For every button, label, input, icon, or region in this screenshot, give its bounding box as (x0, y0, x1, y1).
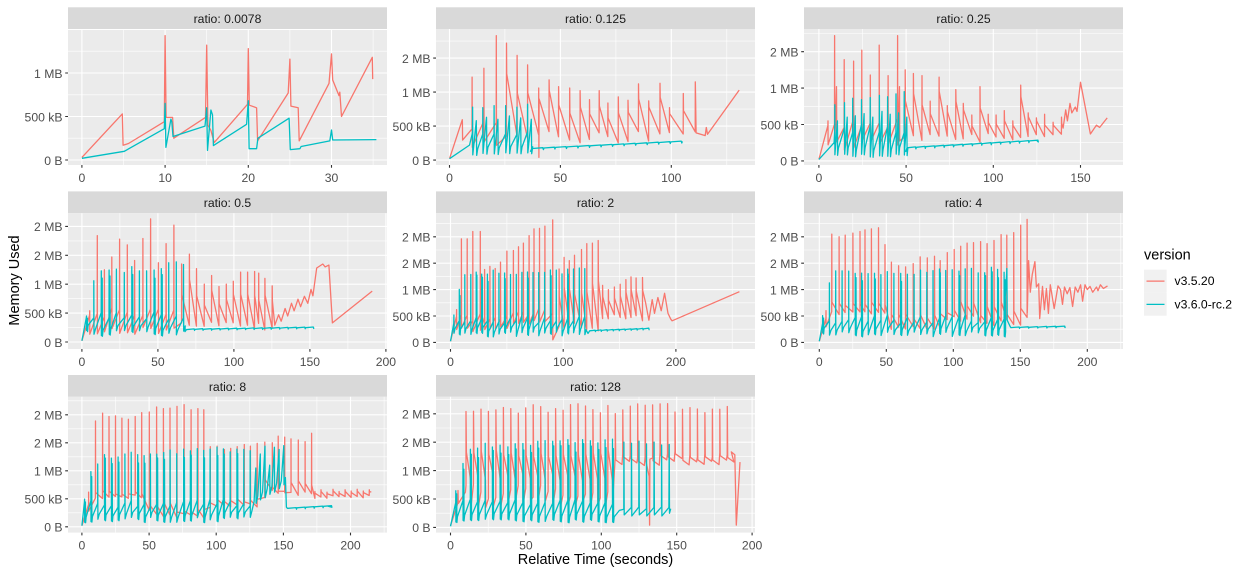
svg-text:2 MB: 2 MB (34, 437, 62, 451)
svg-text:2 MB: 2 MB (402, 436, 430, 450)
svg-text:150: 150 (300, 355, 321, 369)
svg-text:2 MB: 2 MB (402, 408, 430, 422)
svg-text:150: 150 (667, 539, 688, 553)
svg-text:0 B: 0 B (412, 154, 430, 168)
svg-text:100: 100 (983, 171, 1004, 185)
svg-text:1 MB: 1 MB (34, 465, 62, 479)
svg-text:50: 50 (151, 355, 165, 369)
svg-text:100: 100 (206, 539, 227, 553)
svg-text:500 kB: 500 kB (25, 307, 63, 321)
svg-text:0: 0 (447, 539, 454, 553)
svg-text:200: 200 (742, 539, 763, 553)
svg-text:ratio: 0.5: ratio: 0.5 (204, 196, 252, 210)
svg-text:50: 50 (519, 539, 533, 553)
svg-text:ratio: 4: ratio: 4 (945, 196, 982, 210)
svg-text:50: 50 (880, 355, 894, 369)
svg-text:50: 50 (142, 539, 156, 553)
svg-text:200: 200 (340, 539, 361, 553)
svg-text:0: 0 (816, 355, 823, 369)
svg-text:0: 0 (79, 171, 86, 185)
svg-text:2 MB: 2 MB (770, 257, 798, 271)
svg-text:1 MB: 1 MB (34, 67, 62, 81)
svg-text:2 MB: 2 MB (770, 46, 798, 60)
svg-text:500 kB: 500 kB (393, 310, 431, 324)
svg-text:ratio: 128: ratio: 128 (570, 380, 621, 394)
svg-text:ratio: 0.0078: ratio: 0.0078 (194, 12, 262, 26)
svg-text:1 MB: 1 MB (770, 283, 798, 297)
svg-text:0 B: 0 B (44, 154, 62, 168)
svg-text:150: 150 (1070, 171, 1091, 185)
svg-text:0: 0 (79, 355, 86, 369)
svg-text:1 MB: 1 MB (402, 464, 430, 478)
svg-text:500 kB: 500 kB (393, 120, 431, 134)
svg-text:500 kB: 500 kB (393, 493, 431, 507)
svg-text:2 MB: 2 MB (402, 257, 430, 271)
svg-text:1 MB: 1 MB (770, 82, 798, 96)
svg-text:ratio: 8: ratio: 8 (209, 380, 246, 394)
svg-text:0: 0 (446, 171, 453, 185)
svg-text:0 B: 0 B (412, 336, 430, 350)
svg-text:v3.5.20: v3.5.20 (1175, 274, 1215, 288)
svg-text:2 MB: 2 MB (770, 231, 798, 245)
svg-text:100: 100 (553, 355, 574, 369)
svg-text:100: 100 (661, 171, 682, 185)
svg-text:0 B: 0 B (412, 521, 430, 535)
svg-text:200: 200 (376, 355, 397, 369)
svg-text:0: 0 (79, 539, 86, 553)
svg-text:ratio: 0.25: ratio: 0.25 (936, 12, 990, 26)
svg-text:0: 0 (447, 355, 454, 369)
svg-text:2 MB: 2 MB (34, 249, 62, 263)
svg-text:100: 100 (591, 539, 612, 553)
svg-text:2 MB: 2 MB (34, 220, 62, 234)
svg-text:200: 200 (666, 355, 687, 369)
svg-text:200: 200 (1077, 355, 1098, 369)
svg-text:ratio: 0.125: ratio: 0.125 (565, 12, 626, 26)
svg-text:0: 0 (816, 171, 823, 185)
svg-text:50: 50 (554, 171, 568, 185)
svg-text:50: 50 (899, 171, 913, 185)
svg-text:500 kB: 500 kB (761, 310, 799, 324)
svg-text:500 kB: 500 kB (25, 493, 63, 507)
svg-text:2 MB: 2 MB (402, 52, 430, 66)
svg-text:100: 100 (224, 355, 245, 369)
svg-text:2 MB: 2 MB (34, 409, 62, 423)
svg-text:0 B: 0 B (780, 336, 798, 350)
svg-text:150: 150 (1010, 355, 1031, 369)
svg-text:ratio: 2: ratio: 2 (577, 196, 614, 210)
svg-text:0 B: 0 B (780, 155, 798, 169)
svg-text:100: 100 (943, 355, 964, 369)
svg-text:30: 30 (325, 171, 339, 185)
svg-text:2 MB: 2 MB (402, 231, 430, 245)
svg-text:1 MB: 1 MB (402, 283, 430, 297)
svg-text:1 MB: 1 MB (402, 86, 430, 100)
svg-text:Memory Used: Memory Used (7, 235, 23, 325)
svg-text:0 B: 0 B (44, 336, 62, 350)
svg-text:500 kB: 500 kB (25, 110, 63, 124)
svg-text:Relative Time (seconds): Relative Time (seconds) (518, 552, 674, 568)
svg-text:v3.6.0-rc.2: v3.6.0-rc.2 (1175, 297, 1233, 311)
svg-text:150: 150 (273, 539, 294, 553)
svg-text:1 MB: 1 MB (34, 278, 62, 292)
svg-text:500 kB: 500 kB (761, 118, 799, 132)
svg-text:10: 10 (158, 171, 172, 185)
svg-text:0 B: 0 B (44, 521, 62, 535)
svg-text:version: version (1144, 248, 1191, 264)
svg-text:20: 20 (242, 171, 256, 185)
